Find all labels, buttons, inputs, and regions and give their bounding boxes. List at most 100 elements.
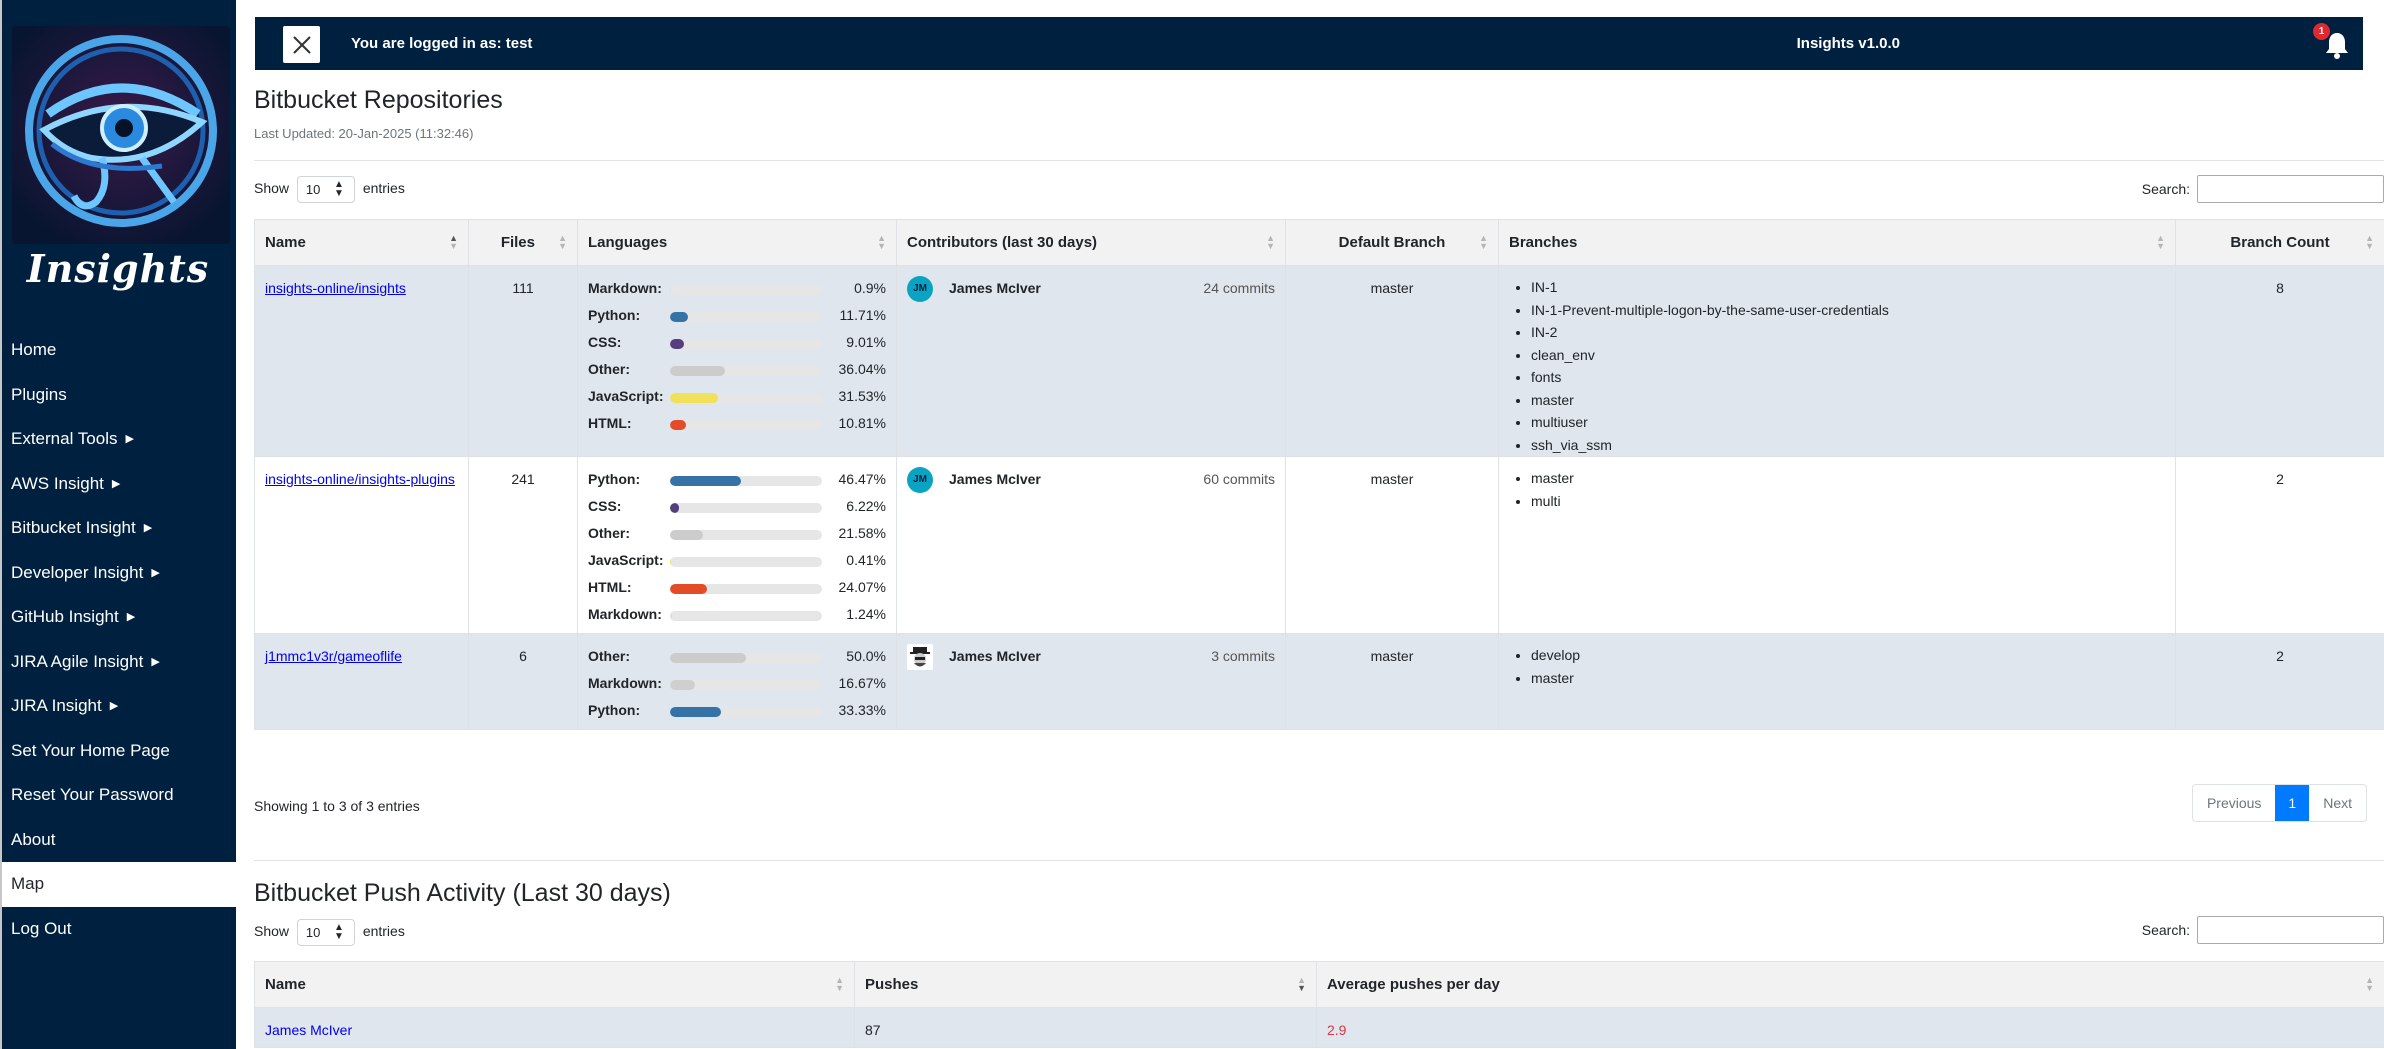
repos-table: Name ▲ ▼ Files ▲ ▼ Languages ▲ ▼ Contributors … xyxy=(254,219,2384,730)
language-bar xyxy=(670,530,822,540)
sidebar-item-map[interactable]: Map xyxy=(2,862,236,907)
col-name[interactable]: Name ▲ ▼ xyxy=(254,219,469,266)
cell-branches: developmaster xyxy=(1498,633,2176,730)
pagination-page-1[interactable]: 1 xyxy=(2275,785,2310,821)
language-bar-fill xyxy=(670,476,741,486)
cell-branch-count: 2 xyxy=(2175,633,2384,730)
repo-link[interactable]: j1mmc1v3r/gameoflife xyxy=(265,648,402,664)
language-bar-fill xyxy=(670,680,696,690)
sidebar-item-jira-agile-insight[interactable]: JIRA Agile Insight ▶ xyxy=(2,640,236,685)
col-files[interactable]: Files ▲ ▼ xyxy=(468,219,578,266)
repos-length-control: Show 10 ▲ ▼ entries xyxy=(254,176,405,203)
language-percent: 9.01% xyxy=(846,334,886,350)
col-contributors[interactable]: Contributors (last 30 days) ▲ ▼ xyxy=(896,219,1286,266)
bell-icon[interactable] xyxy=(2324,31,2350,59)
language-bar xyxy=(670,680,822,690)
language-bar xyxy=(670,312,822,322)
language-row: HTML: 10.81% xyxy=(588,415,886,442)
language-bar-fill xyxy=(670,393,718,403)
branch-item: master xyxy=(1531,389,2165,412)
col-languages[interactable]: Languages ▲ ▼ xyxy=(577,219,897,266)
push-search-input[interactable] xyxy=(2197,916,2384,944)
language-name: Python: xyxy=(588,702,641,718)
language-bar-fill xyxy=(670,584,707,594)
sidebar-item-log-out[interactable]: Log Out xyxy=(2,907,236,952)
language-row: Other: 36.04% xyxy=(588,361,886,388)
sort-icon: ▲ ▼ xyxy=(2365,233,2374,251)
sidebar-item-github-insight[interactable]: GitHub Insight ▶ xyxy=(2,595,236,640)
repos-showing-info: Showing 1 to 3 of 3 entries xyxy=(254,798,420,814)
language-bar-fill xyxy=(670,653,746,663)
sidebar-item-set-your-home-page[interactable]: Set Your Home Page xyxy=(2,729,236,774)
sidebar-item-about[interactable]: About xyxy=(2,818,236,863)
sidebar-item-aws-insight[interactable]: AWS Insight ▶ xyxy=(2,462,236,507)
contributor-avatar xyxy=(907,644,933,670)
cell-branch-count: 2 xyxy=(2175,456,2384,634)
col-branch-count[interactable]: Branch Count ▲ ▼ xyxy=(2175,219,2384,266)
language-bar-fill xyxy=(670,611,672,621)
cell-files: 111 xyxy=(468,265,578,457)
repos-search-input[interactable] xyxy=(2197,175,2384,203)
language-percent: 10.81% xyxy=(838,415,886,431)
sidebar-item-label: About xyxy=(11,829,56,849)
sidebar-item-bitbucket-insight[interactable]: Bitbucket Insight ▶ xyxy=(2,506,236,551)
contributor-avatar: JM xyxy=(907,467,933,493)
language-name: Python: xyxy=(588,471,641,487)
user-name[interactable]: James McIver xyxy=(265,1022,353,1038)
branch-item: master xyxy=(1531,467,2165,490)
language-percent: 21.58% xyxy=(838,525,886,541)
sidebar-nav: Home Plugins External Tools ▶ AWS Insight ▶ Bi… xyxy=(2,328,236,951)
search-label: Search: xyxy=(2141,922,2190,938)
caret-right-icon: ▶ xyxy=(143,522,153,534)
contributor-commits: 60 commits xyxy=(1203,471,1275,487)
branch-list: mastermulti xyxy=(1509,467,2165,512)
logo-text: Insights xyxy=(26,246,210,291)
sidebar-item-reset-your-password[interactable]: Reset Your Password xyxy=(2,773,236,818)
language-percent: 1.24% xyxy=(846,606,886,622)
notification-badge: 1 xyxy=(2313,23,2330,40)
col-default-branch[interactable]: Default Branch ▲ ▼ xyxy=(1285,219,1499,266)
language-row: Markdown: 1.24% xyxy=(588,606,886,633)
col-branches[interactable]: Branches ▲ ▼ xyxy=(1498,219,2176,266)
sort-icon: ▲ ▼ xyxy=(1297,975,1306,993)
contributor-commits: 24 commits xyxy=(1203,280,1275,296)
col-pushes[interactable]: Pushes ▲ ▼ xyxy=(854,961,1317,1008)
language-name: Other: xyxy=(588,525,630,541)
language-row: Python: 33.33% xyxy=(588,702,886,729)
pagination-previous[interactable]: Previous xyxy=(2206,795,2262,811)
page-length-value: 10 xyxy=(305,925,321,940)
avg-pushes-value: 2.9 xyxy=(1327,1022,1347,1038)
language-row: Python: 11.71% xyxy=(588,307,886,334)
cell-files: 6 xyxy=(468,633,578,730)
sort-icon: ▲ ▼ xyxy=(2365,975,2374,993)
col-name[interactable]: Name ▲ ▼ xyxy=(254,961,855,1008)
pagination-next[interactable]: Next xyxy=(2323,795,2352,811)
repo-link[interactable]: insights-online/insights-plugins xyxy=(265,471,455,487)
sidebar-item-external-tools[interactable]: External Tools ▶ xyxy=(2,417,236,462)
push-table: Name ▲ ▼ Pushes ▲ ▼ Average pushes per day ▲ ▼… xyxy=(254,961,2384,1048)
sidebar-item-label: Map xyxy=(11,874,45,893)
language-bar xyxy=(670,611,822,621)
repo-link[interactable]: insights-online/insights xyxy=(265,280,406,296)
push-page-length-select[interactable]: 10 ▲ ▼ xyxy=(296,919,355,946)
caret-right-icon: ▶ xyxy=(151,655,160,668)
sort-icon: ▲ ▼ xyxy=(877,233,886,251)
language-percent: 36.04% xyxy=(838,361,886,377)
branch-item: multi xyxy=(1531,490,2165,513)
table-row: insights-online/insights-plugins 241 Pyt… xyxy=(254,456,2384,634)
cell-languages: Other: 50.0% Markdown: 16.67% Python: 33… xyxy=(577,633,897,730)
branch-item: IN-1 xyxy=(1531,276,2165,299)
sidebar-item-jira-insight[interactable]: JIRA Insight ▶ xyxy=(2,684,236,729)
last-updated: Last Updated: 20-Jan-2025 (11:32:46) xyxy=(254,126,474,141)
top-bar: You are logged in as: test Insights v1.0… xyxy=(255,17,2363,70)
repos-page-length-select[interactable]: 10 ▲ ▼ xyxy=(296,176,355,203)
table-row: j1mmc1v3r/gameoflife 6 Other: 50.0% Mark… xyxy=(254,633,2384,730)
language-percent: 11.71% xyxy=(839,307,886,323)
push-title: Bitbucket Push Activity (Last 30 days) xyxy=(254,879,671,907)
cell-languages: Markdown: 0.9% Python: 11.71% CSS: 9.01%… xyxy=(577,265,897,457)
sidebar-item-plugins[interactable]: Plugins xyxy=(2,373,236,418)
col-avg-pushes[interactable]: Average pushes per day ▲ ▼ xyxy=(1316,961,2384,1008)
sidebar-item-developer-insight[interactable]: Developer Insight ▶ xyxy=(2,551,236,596)
sidebar-item-home[interactable]: Home xyxy=(2,328,236,373)
close-button[interactable] xyxy=(283,26,320,63)
